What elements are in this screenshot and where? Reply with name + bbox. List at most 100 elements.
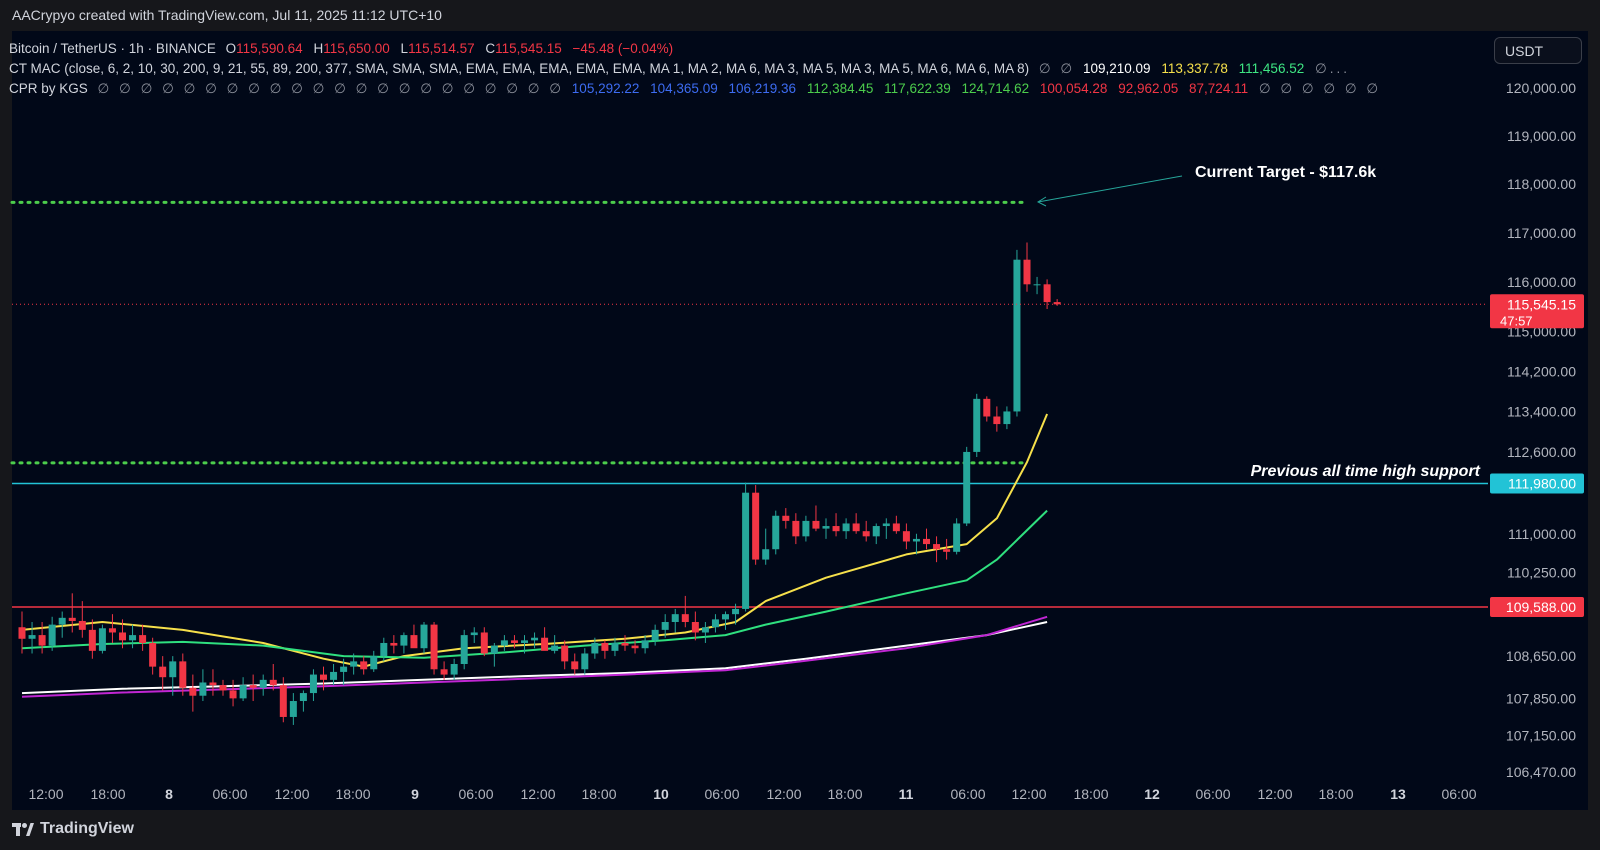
horizontal-levels (10, 200, 1488, 608)
candle-body (722, 614, 729, 620)
candle (923, 528, 930, 550)
y-tick-label: 107,150.00 (1506, 728, 1576, 744)
candle-body (38, 635, 46, 646)
candle (1023, 242, 1031, 292)
price-axis[interactable]: 120,000.00 119,000.00 118,000.00 117,000.00… (1506, 80, 1576, 780)
candle-body (762, 549, 770, 560)
mac-empty-glyphs: ∅ ∅ (1038, 61, 1076, 76)
candle (842, 518, 850, 539)
candle-body (862, 531, 870, 537)
candle-body (108, 628, 116, 633)
candle-body (561, 645, 569, 662)
candle (119, 619, 126, 649)
x-tick-label: 8 (165, 786, 173, 802)
candle-body (330, 671, 338, 680)
x-tick-label: 06:00 (1195, 786, 1230, 802)
candle-body (490, 645, 498, 654)
candle-body (98, 628, 106, 651)
candle (149, 637, 157, 675)
candle (521, 635, 528, 654)
candle (812, 505, 820, 532)
x-tick-label: 06:00 (950, 786, 985, 802)
candle (209, 669, 217, 696)
y-tick-label: 112,600.00 (1507, 444, 1576, 460)
open-value: 115,590.64 (236, 41, 303, 56)
candle (832, 513, 840, 537)
currency-button[interactable]: USDT (1494, 37, 1582, 64)
y-tick-label: 110,250.00 (1507, 565, 1576, 581)
symbol-legend: Bitcoin / TetherUS · 1h · BINANCE O115,5… (9, 41, 680, 56)
cpr-trail-glyphs: ∅ ∅ ∅ ∅ ∅ ∅ (1258, 81, 1382, 96)
candle (249, 674, 257, 702)
candle (671, 608, 679, 633)
candle (370, 650, 378, 672)
y-tick-label: 114,200.00 (1507, 363, 1576, 379)
candle (802, 515, 810, 542)
y-tick-label: 116,000.00 (1507, 274, 1576, 290)
candle (772, 510, 780, 555)
mac-trail-glyphs: ∅... (1314, 61, 1350, 76)
candle (470, 627, 478, 643)
x-tick-label: 06:00 (212, 786, 247, 802)
attribution-text: AACrypyo created with TradingView.com, J… (12, 7, 442, 23)
candle-body (661, 622, 669, 630)
candle (862, 520, 870, 542)
candle (621, 635, 629, 651)
mac-indicator-legend: CT MAC (close, 6, 2, 10, 30, 200, 9, 21,… (9, 61, 1354, 77)
y-tick-label: 106,470.00 (1506, 764, 1576, 780)
close-value: 115,545.15 (495, 41, 562, 56)
candle (892, 515, 900, 534)
x-tick-label: 18:00 (90, 786, 125, 802)
candle (822, 518, 830, 539)
moving-averages (21, 413, 1049, 698)
candle-body (973, 398, 981, 452)
candle-body (631, 645, 639, 649)
candle-body (812, 520, 820, 529)
candle-body (912, 538, 920, 542)
tradingview-logo[interactable]: TradingView (12, 820, 134, 838)
level-tag-3: 111,980.00 (1490, 473, 1584, 494)
cpr-value-8: 92,962.05 (1118, 81, 1179, 96)
candle (390, 635, 398, 654)
cpr-value-1: 105,292.22 (571, 81, 640, 96)
y-tick-label: 117,000.00 (1507, 225, 1576, 241)
time-axis[interactable]: 12:00 18:00 8 06:00 12:00 18:00 9 06:00 12:00 18:… (28, 786, 1476, 802)
candle-body (269, 679, 277, 686)
candle (259, 674, 267, 696)
candle-body (872, 526, 880, 537)
cpr-indicator-label[interactable]: CPR by KGS (9, 81, 88, 96)
x-tick-label: 11 (899, 786, 914, 802)
candle-body (1043, 284, 1051, 303)
candle (78, 601, 86, 638)
candle (239, 677, 247, 702)
candle (872, 523, 880, 545)
candle (993, 406, 1001, 432)
candle-body (641, 640, 649, 649)
candle-body (591, 642, 599, 654)
candle (1013, 249, 1021, 417)
candle-body (1033, 284, 1041, 286)
candle (48, 616, 56, 651)
mac-indicator-label[interactable]: CT MAC (close, 6, 2, 10, 30, 200, 9, 21,… (9, 61, 1030, 76)
candle (108, 614, 116, 643)
x-tick-label: 18:00 (1318, 786, 1353, 802)
candle (722, 611, 729, 630)
x-tick-label: 12 (1144, 786, 1160, 802)
candle (510, 635, 518, 649)
candle (28, 622, 36, 654)
candle (1053, 299, 1061, 306)
candle (189, 674, 197, 712)
candle (139, 624, 147, 651)
x-tick-label: 12:00 (520, 786, 555, 802)
candle (360, 656, 368, 675)
candle-body (822, 526, 830, 529)
candle (661, 614, 669, 638)
x-tick-label: 06:00 (704, 786, 739, 802)
change-value: −45.48 (−0.04%) (572, 41, 674, 56)
target-arrow-line (1037, 175, 1183, 203)
candle-body (440, 669, 448, 675)
candle-body (601, 642, 609, 651)
symbol-name[interactable]: Bitcoin / TetherUS · 1h · BINANCE (9, 41, 216, 56)
candle-body (571, 661, 579, 670)
